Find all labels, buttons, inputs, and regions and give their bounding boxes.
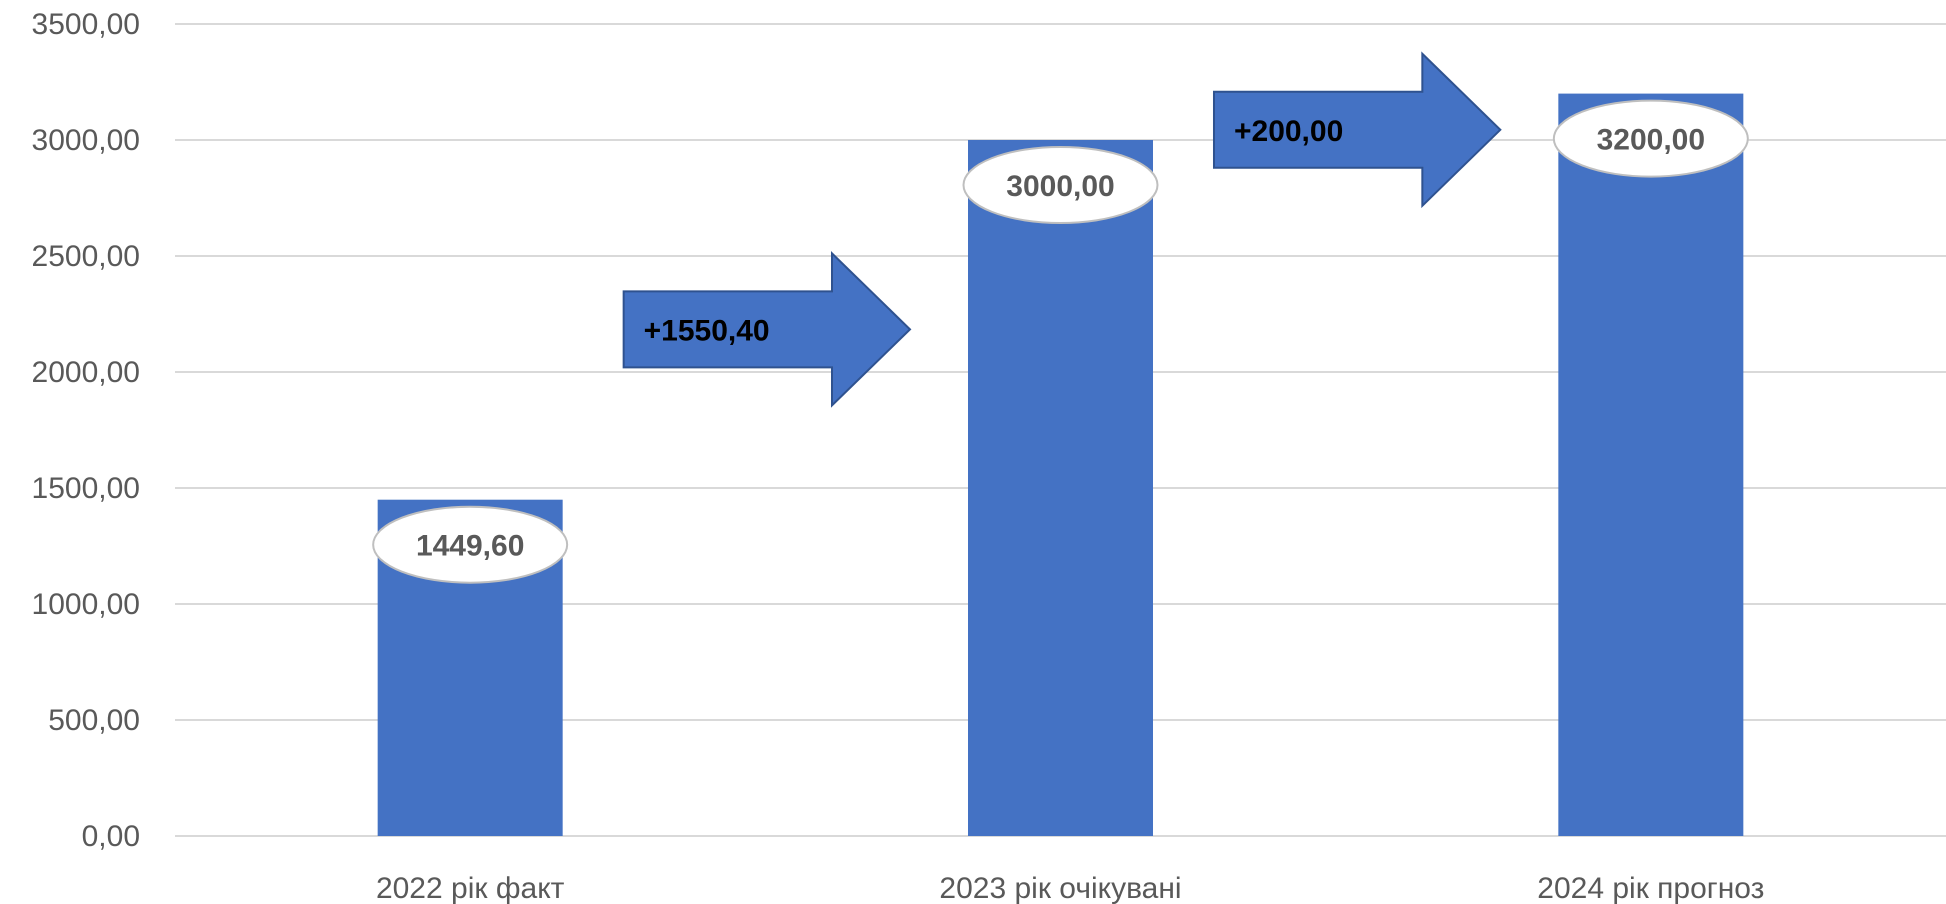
bar xyxy=(1558,93,1744,837)
y-tick-label: 500,00 xyxy=(48,704,140,737)
x-category-label: 2024 рік прогноз xyxy=(1537,872,1764,904)
data-labels: 1449,60 3000,00 3200,00 xyxy=(372,99,1749,584)
y-tick-label: 1000,00 xyxy=(32,588,140,621)
data-label-bubble xyxy=(962,146,1159,224)
y-axis-tick-labels: 0,00 500,00 1000,00 1500,00 2000,00 2500,00 30… xyxy=(32,8,140,853)
arrow-change-label: +200,00 xyxy=(1234,115,1343,148)
y-tick-label: 2500,00 xyxy=(32,240,140,273)
data-label: 1449,60 xyxy=(416,530,524,563)
data-label-bubble xyxy=(372,505,569,584)
change-arrows: +1550,40 +200,00 xyxy=(622,51,1502,408)
data-label-bubble xyxy=(1552,99,1749,178)
x-category-label: 2023 рік очікувані xyxy=(939,872,1181,904)
data-label: 3200,00 xyxy=(1597,124,1705,157)
y-tick-label: 0,00 xyxy=(82,820,140,853)
x-category-label: 2022 рік факт xyxy=(376,872,565,904)
bar xyxy=(968,140,1153,836)
y-tick-label: 2000,00 xyxy=(32,356,140,389)
right-arrow-shape xyxy=(622,251,912,408)
y-tick-label: 3500,00 xyxy=(32,8,140,41)
y-tick-label: 3000,00 xyxy=(32,124,140,157)
y-tick-label: 1500,00 xyxy=(32,472,140,505)
x-axis-category-labels: 2022 рік факт 2023 рік очікувані 2024 рік … xyxy=(376,872,1764,904)
right-arrow-shape xyxy=(1212,51,1502,209)
arrow-change-label: +1550,40 xyxy=(644,314,770,347)
data-label: 3000,00 xyxy=(1006,170,1114,203)
